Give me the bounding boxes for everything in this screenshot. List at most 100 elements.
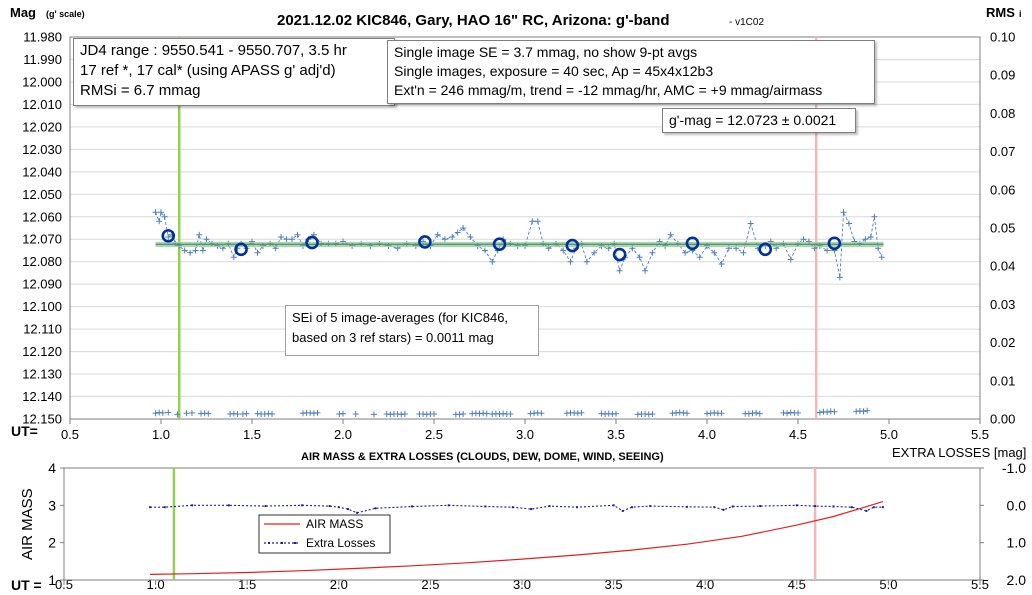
y2-tick-label: 0.06	[990, 182, 1015, 197]
single-image-point	[667, 231, 674, 238]
extra-losses-point	[881, 506, 884, 509]
extra-losses-point	[301, 504, 304, 507]
single-image-point	[711, 249, 718, 256]
rms-point	[613, 410, 619, 417]
extra-losses-point	[795, 504, 798, 507]
rms-point	[864, 407, 871, 414]
single-image-point	[489, 258, 496, 265]
single-image-point	[289, 236, 296, 243]
bottom-x-tick-label: 1.0	[147, 577, 165, 592]
single-image-point	[294, 231, 301, 238]
bottom-y2-axis-label: EXTRA LOSSES [mag]	[892, 445, 1026, 460]
single-image-point	[283, 236, 290, 243]
single-image-point	[156, 218, 163, 225]
average-point	[305, 235, 319, 250]
y-tick-label: 12.080	[22, 254, 62, 269]
mag-annotation-box: g'-mag = 12.0723 ± 0.0021	[662, 108, 856, 133]
single-image-point	[840, 209, 847, 216]
y2-axis-label: RMS	[986, 5, 1015, 20]
rms-point	[718, 410, 725, 417]
rms-point	[314, 409, 321, 416]
rms-point	[205, 410, 212, 417]
rms-point	[578, 409, 585, 416]
y-tick-label: 12.100	[22, 299, 62, 314]
extra-losses-point	[511, 506, 514, 509]
bottom-x-axis-label: UT =	[11, 577, 42, 593]
extra-losses-point	[814, 505, 817, 508]
y-tick-label: 12.150	[22, 412, 62, 427]
y2-tick-label: 0.04	[990, 259, 1015, 274]
single-image-point	[636, 254, 643, 261]
extra-losses-point	[411, 505, 414, 508]
legend-box	[258, 514, 391, 554]
bottom-y-tick-label: 1	[48, 572, 56, 588]
single-image-point	[449, 233, 456, 240]
single-image-point	[203, 236, 210, 243]
extra-losses-point	[191, 504, 194, 507]
single-image-point	[567, 258, 574, 265]
single-image-point	[867, 233, 874, 240]
average-point	[685, 236, 700, 251]
single-image-point	[158, 209, 164, 216]
average-point	[161, 229, 176, 243]
extra-losses-point	[356, 511, 359, 514]
single-image-point	[196, 231, 203, 238]
y-tick-label: 12.120	[22, 344, 62, 359]
rms-point	[269, 411, 276, 418]
y-axis-label-note: (g' scale)	[46, 9, 85, 19]
single-image-point	[583, 258, 590, 265]
rms-point	[831, 408, 838, 415]
single-image-point	[467, 233, 474, 240]
y-tick-label: 12.060	[22, 209, 62, 224]
extra-losses-line	[150, 504, 883, 514]
y-tick-label: 12.040	[22, 164, 62, 179]
extra-losses-point	[731, 505, 734, 508]
extra-losses-point	[328, 505, 331, 508]
single-image-point	[454, 229, 461, 236]
y-tick-label: 12.010	[22, 97, 62, 112]
bottom-x-tick-label: 2.0	[330, 577, 348, 592]
y2-tick-label: 0.07	[990, 144, 1015, 159]
bottom-chart-title: AIR MASS & EXTRA LOSSES (CLOUDS, DEW, DO…	[301, 451, 664, 463]
single-image-point	[165, 233, 172, 240]
rms-point	[460, 411, 467, 418]
sei-line-2: based on 3 ref stars) = 0.0011 mag	[292, 330, 494, 345]
extra-losses-point	[163, 506, 166, 509]
bottom-y2-tick-label: 0.0	[1007, 497, 1027, 513]
y-tick-label: 12.070	[22, 232, 62, 247]
bottom-y-tick-label: 3	[48, 497, 56, 513]
info-line-1: JD4 range : 9550.541 - 9550.707, 3.5 hr	[80, 42, 347, 59]
extra-losses-point	[630, 506, 633, 509]
single-image-point	[682, 249, 689, 256]
average-point	[234, 242, 248, 257]
single-image-point	[161, 213, 168, 220]
single-image-point	[747, 220, 754, 227]
extra-losses-point	[759, 505, 762, 508]
bottom-x-tick-label: 4.0	[696, 577, 714, 592]
bottom-chart: 4 3 2 1 -1.0 0.0 1.0 2.0 0.5 1.0 1.5 2.0 2.5 3.0 3.5 4.…	[48, 460, 1026, 592]
extra-losses-point	[548, 505, 551, 508]
single-image-point	[718, 260, 725, 267]
y2-tick-label: 0.09	[990, 68, 1015, 83]
y-tick-label: 12.020	[22, 119, 62, 134]
settings-line-2: Single images, exposure = 40 sec, Ap = 4…	[394, 63, 714, 79]
x-axis-label: UT=	[11, 423, 38, 439]
single-image-point	[441, 236, 448, 243]
rms-point	[234, 411, 241, 418]
legend-extra-losses-marker-c	[294, 542, 296, 544]
average-point	[612, 247, 627, 262]
extra-losses-point	[575, 506, 578, 509]
rms-point	[538, 410, 545, 417]
y2-tick-label: 0.02	[990, 335, 1015, 350]
extra-losses-point	[621, 509, 624, 512]
extra-losses-point	[865, 509, 868, 512]
y-tick-label: 12.140	[22, 389, 62, 404]
bottom-legend: AIR MASS Extra Losses	[258, 514, 391, 554]
single-image-point	[192, 247, 199, 254]
average-point	[827, 236, 842, 251]
settings-line-1: Single image SE = 3.7 mmag, no show 9-pt…	[394, 44, 698, 60]
single-image-point	[187, 249, 194, 256]
chart-title-suffix: - v1C02	[729, 17, 764, 28]
x-tick-label: 2.5	[425, 427, 443, 442]
x-tick-label: 1.0	[152, 427, 170, 442]
